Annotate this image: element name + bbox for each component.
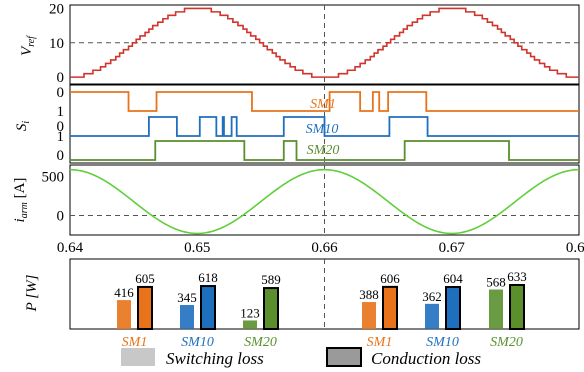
legend-conduction-label: Conduction loss (371, 349, 481, 368)
si-tick-1: 1 (57, 104, 65, 120)
loss-panel: P [W] 416605SM1345618SM10123589SM2038860… (24, 258, 580, 350)
bar-switching-label-sm1-0: 416 (114, 285, 134, 300)
category-label-sm20-5: SM20 (490, 335, 523, 350)
bar-conduction-sm1-0 (137, 285, 153, 330)
x-tick-1: 0.65 (184, 240, 210, 256)
bar-switching-sm1-3 (362, 302, 376, 329)
loss-ylabel: P [W] (24, 274, 40, 312)
bar-switching-label-sm20-5: 568 (486, 275, 506, 290)
si-series-sm1 (70, 91, 579, 112)
si-series-label-sm10: SM10 (306, 122, 339, 137)
bar-conduction-sm10-1 (200, 285, 216, 331)
legend-conduction-swatch (326, 347, 362, 367)
iarm-tick-0: 0 (57, 209, 65, 225)
bar-conduction-label-sm1-3: 606 (380, 271, 400, 286)
bar-switching-sm20-2 (243, 320, 257, 329)
si-tick-3: 1 (57, 129, 65, 145)
iarm-series-line (69, 168, 580, 235)
vref-tick-2: 20 (49, 1, 64, 17)
bar-switching-label-sm10-4: 362 (422, 289, 442, 304)
bar-conduction-label-sm10-1: 618 (198, 270, 218, 285)
iarm-ylabel-unit: [A] (12, 178, 28, 203)
x-tick-0: 0.64 (57, 240, 84, 256)
si-series-sm20 (70, 140, 579, 161)
vref-ylabel-main: V (19, 45, 35, 56)
legend-switching-swatch (121, 348, 155, 366)
si-tick-0: 0 (57, 85, 65, 101)
si-series-label-sm1: SM1 (310, 97, 336, 112)
bar-switching-sm10-4 (425, 303, 439, 329)
x-tick-2: 0.66 (311, 240, 338, 256)
iarm-tick-1: 500 (42, 170, 65, 186)
si-ylabel-sub: i (21, 121, 32, 124)
bar-conduction-label-sm20-2: 589 (261, 272, 281, 287)
si-series-group: SM1 SM10 SM20 (70, 91, 579, 161)
category-label-sm10-4: SM10 (426, 335, 459, 350)
bar-conduction-label-sm20-5: 633 (507, 269, 527, 284)
vref-tick-0: 0 (57, 70, 65, 86)
vref-ylabel-sub: ref (26, 35, 37, 47)
bar-switching-sm1-0 (117, 300, 131, 329)
x-axis-tick-labels: 0.64 0.65 0.66 0.67 0.68 (57, 240, 584, 256)
si-tick-4: 0 (57, 148, 65, 164)
x-tick-4: 0.68 (566, 240, 584, 256)
iarm-ylabel-sub: arm (19, 202, 30, 218)
bar-conduction-label-sm10-4: 604 (443, 271, 463, 286)
legend-switching-label: Switching loss (166, 349, 264, 368)
x-tick-3: 0.67 (439, 240, 466, 256)
iarm-ylabel-main: i (12, 218, 28, 222)
category-label-sm1-0: SM1 (122, 335, 148, 350)
bar-switching-sm20-5 (489, 289, 503, 329)
vref-tick-labels: 0 10 20 (49, 1, 64, 86)
si-series-sm10 (70, 116, 579, 137)
iarm-tick-labels: 0 500 (42, 170, 65, 225)
iarm-ylabel: iarm [A] (12, 178, 30, 223)
bar-conduction-sm20-5 (509, 284, 525, 330)
iarm-panel: iarm [A] 0 500 0.64 0.65 0.66 0.67 0.68 (12, 164, 584, 256)
si-series-label-sm20: SM20 (307, 143, 340, 158)
category-label-sm1-3: SM1 (367, 335, 393, 350)
vref-series-line (70, 7, 579, 78)
vref-tick-1: 10 (49, 36, 64, 52)
bar-switching-label-sm10-1: 345 (177, 290, 197, 305)
si-ylabel: Si (14, 121, 32, 132)
category-label-sm10-1: SM10 (181, 335, 214, 350)
bar-switching-label-sm1-3: 388 (359, 287, 379, 302)
legend: Switching loss Conduction loss (121, 347, 481, 368)
vref-panel: Vref 0 10 20 (19, 1, 580, 86)
bar-conduction-sm20-2 (263, 287, 279, 330)
category-label-sm20-2: SM20 (244, 335, 277, 350)
bar-switching-label-sm20-2: 123 (240, 305, 260, 320)
bar-conduction-sm10-4 (445, 286, 461, 331)
vref-ylabel: Vref (19, 35, 37, 56)
bar-conduction-sm1-3 (382, 285, 398, 330)
si-ylabel-main: S (14, 123, 30, 131)
bar-switching-sm10-1 (180, 305, 194, 329)
bar-conduction-label-sm1-0: 605 (135, 271, 155, 286)
si-tick-2: 0 (57, 119, 65, 135)
